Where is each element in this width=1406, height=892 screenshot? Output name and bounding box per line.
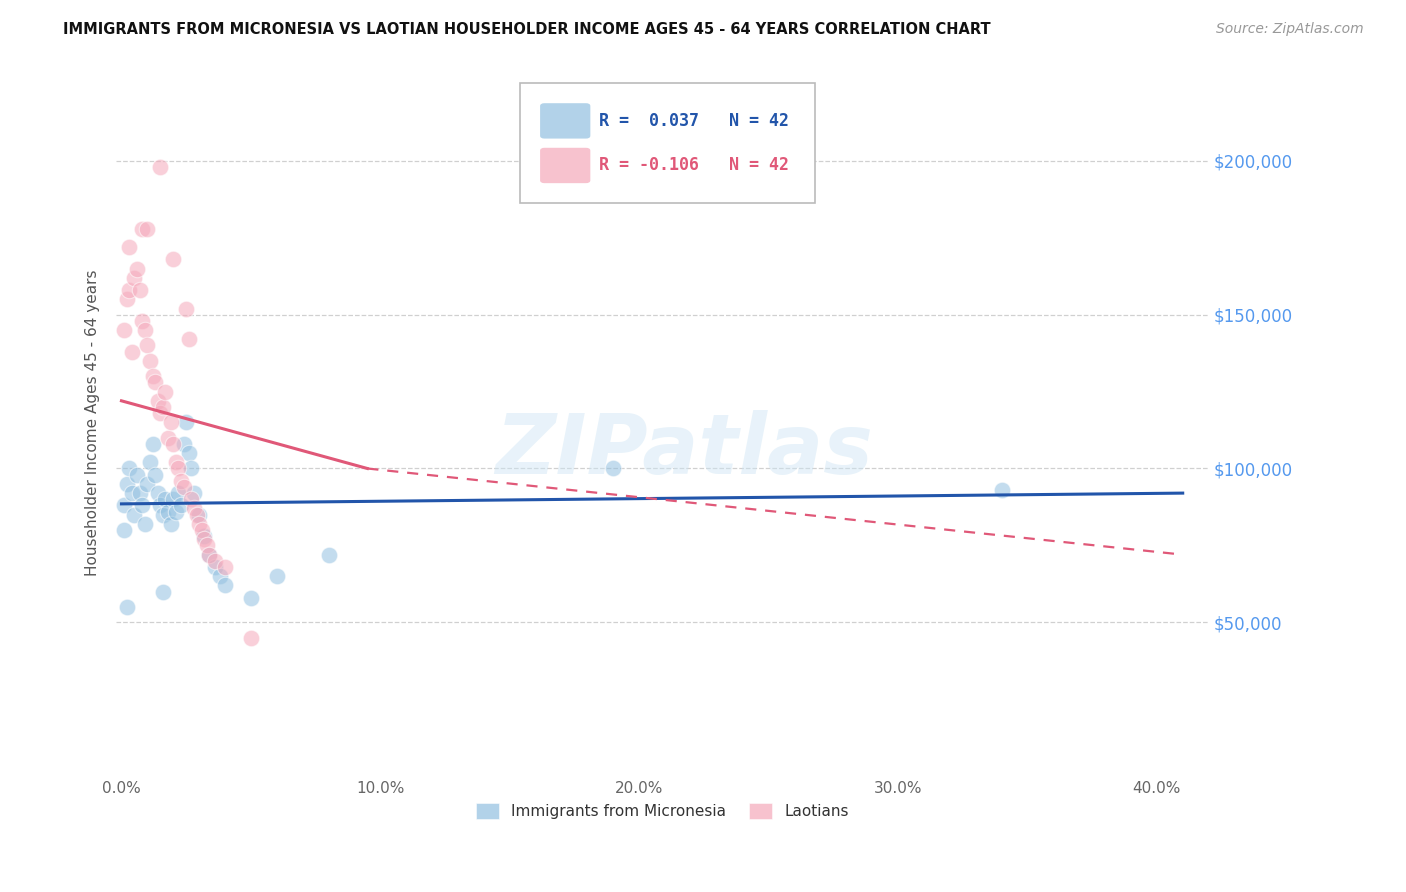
Point	[204, 554, 226, 568]
Point	[193, 533, 215, 547]
Point	[152, 584, 174, 599]
Point	[134, 323, 156, 337]
Point	[131, 499, 153, 513]
Point	[157, 431, 180, 445]
Point	[174, 415, 197, 429]
Point	[134, 516, 156, 531]
Point	[188, 516, 211, 531]
Point	[115, 476, 138, 491]
Point	[131, 314, 153, 328]
Text: IMMIGRANTS FROM MICRONESIA VS LAOTIAN HOUSEHOLDER INCOME AGES 45 - 64 YEARS CORR: IMMIGRANTS FROM MICRONESIA VS LAOTIAN HO…	[63, 22, 991, 37]
Text: R =  0.037   N = 42: R = 0.037 N = 42	[599, 112, 789, 130]
Point	[990, 483, 1012, 497]
Point	[198, 548, 221, 562]
Point	[155, 384, 177, 399]
FancyBboxPatch shape	[520, 83, 815, 203]
Point	[239, 591, 262, 605]
Point	[318, 548, 340, 562]
Point	[239, 631, 262, 645]
Point	[173, 480, 195, 494]
Point	[141, 369, 163, 384]
Point	[112, 323, 135, 337]
Point	[174, 301, 197, 316]
Point	[139, 353, 162, 368]
Point	[167, 461, 190, 475]
Point	[157, 505, 180, 519]
Point	[159, 415, 181, 429]
Point	[121, 344, 143, 359]
Point	[118, 461, 141, 475]
Point	[180, 492, 202, 507]
Point	[152, 508, 174, 522]
Point	[162, 437, 184, 451]
Point	[115, 293, 138, 307]
Point	[177, 446, 200, 460]
Point	[125, 261, 148, 276]
Point	[167, 486, 190, 500]
Point	[149, 499, 172, 513]
Point	[124, 508, 146, 522]
Point	[204, 560, 226, 574]
Text: ZIPatlas: ZIPatlas	[495, 410, 873, 491]
Legend: Immigrants from Micronesia, Laotians: Immigrants from Micronesia, Laotians	[470, 797, 855, 825]
Point	[131, 221, 153, 235]
Point	[149, 160, 172, 174]
Point	[195, 538, 218, 552]
Point	[183, 486, 205, 500]
Text: Source: ZipAtlas.com: Source: ZipAtlas.com	[1216, 22, 1364, 37]
Point	[118, 240, 141, 254]
Point	[143, 376, 166, 390]
Point	[165, 455, 187, 469]
Point	[136, 338, 159, 352]
Point	[146, 486, 169, 500]
Point	[190, 523, 212, 537]
Y-axis label: Householder Income Ages 45 - 64 years: Householder Income Ages 45 - 64 years	[86, 269, 100, 575]
Point	[198, 548, 221, 562]
Point	[170, 499, 193, 513]
Point	[115, 599, 138, 614]
Point	[180, 461, 202, 475]
Point	[162, 252, 184, 267]
Point	[124, 270, 146, 285]
Point	[214, 560, 236, 574]
Point	[149, 406, 172, 420]
Point	[143, 467, 166, 482]
Point	[183, 501, 205, 516]
Point	[177, 332, 200, 346]
Point	[159, 516, 181, 531]
Point	[146, 393, 169, 408]
Point	[208, 569, 231, 583]
Point	[125, 467, 148, 482]
Point	[136, 221, 159, 235]
FancyBboxPatch shape	[540, 103, 591, 138]
FancyBboxPatch shape	[540, 148, 591, 183]
Point	[139, 455, 162, 469]
Point	[121, 486, 143, 500]
Point	[188, 508, 211, 522]
Point	[214, 578, 236, 592]
Point	[170, 474, 193, 488]
Text: R = -0.106   N = 42: R = -0.106 N = 42	[599, 156, 789, 175]
Point	[112, 499, 135, 513]
Point	[155, 492, 177, 507]
Point	[162, 492, 184, 507]
Point	[165, 505, 187, 519]
Point	[186, 508, 208, 522]
Point	[128, 283, 150, 297]
Point	[152, 400, 174, 414]
Point	[193, 529, 215, 543]
Point	[141, 437, 163, 451]
Point	[112, 523, 135, 537]
Point	[266, 569, 288, 583]
Point	[173, 437, 195, 451]
Point	[602, 461, 624, 475]
Point	[136, 476, 159, 491]
Point	[128, 486, 150, 500]
Point	[118, 283, 141, 297]
